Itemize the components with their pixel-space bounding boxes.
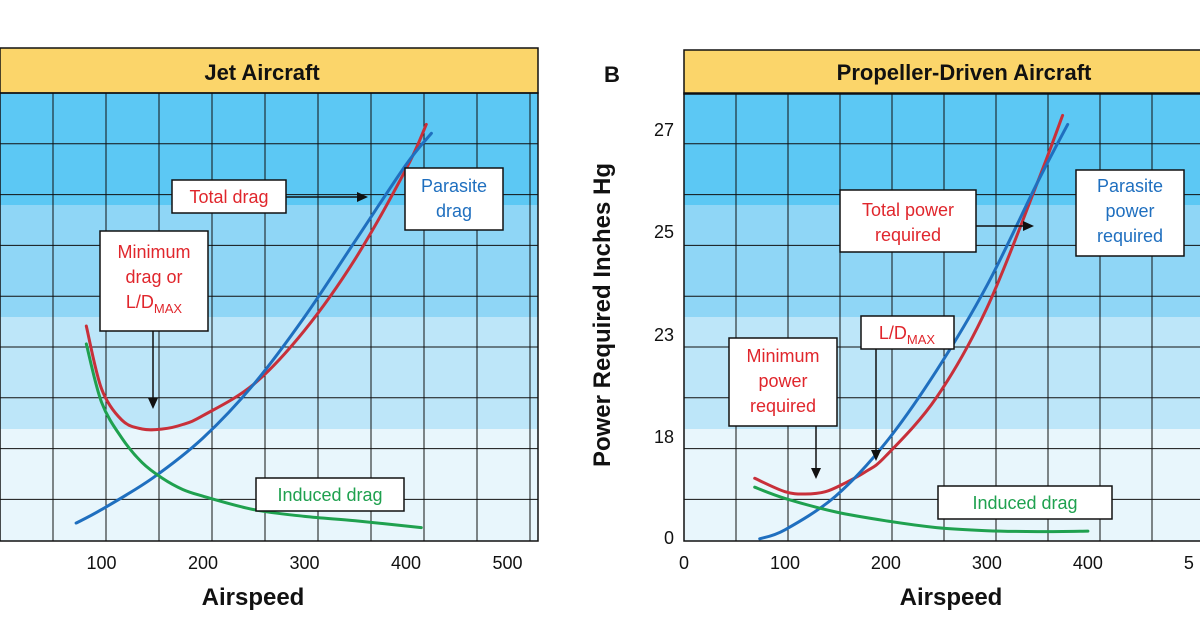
series-line-induced — [84, 342, 423, 530]
panel-label-b: B — [604, 62, 620, 87]
propeller-y-axis-label: Power Required Inches Hg — [589, 163, 616, 467]
jet-aircraft-chart: Jet Aircraft 100 200 300 400 500 Airspeed To… — [0, 47, 539, 611]
background-band — [0, 317, 538, 429]
x-tick-label: 300 — [972, 553, 1002, 573]
series-line-total — [84, 122, 428, 432]
propeller-aircraft-chart: B Propeller-Driven Aircraft 0 100 200 300 40… — [589, 49, 1200, 611]
svg-text:L/DMAX: L/DMAX — [879, 323, 936, 347]
x-tick-label: 5 — [1184, 553, 1194, 573]
x-tick-label: 200 — [871, 553, 901, 573]
jet-x-tick-labels: 100 200 300 400 500 — [86, 553, 522, 573]
propeller-x-axis-label: Airspeed — [900, 584, 1003, 611]
series-line-total — [753, 113, 1065, 496]
y-tick-label: 0 — [664, 528, 674, 548]
x-tick-label: 100 — [86, 553, 116, 573]
series-line-parasite — [74, 131, 433, 525]
x-tick-label: 500 — [493, 553, 523, 573]
jet-induced-drag-label: Induced drag — [255, 477, 405, 512]
propeller-x-tick-labels: 0 100 200 300 400 5 — [679, 553, 1194, 573]
propeller-ld-max-arrow — [871, 349, 881, 461]
jet-parasite-drag-label: Parasite drag — [404, 167, 504, 231]
jet-minimum-drag-arrow — [148, 331, 158, 409]
propeller-chart-title: Propeller-Driven Aircraft — [837, 60, 1092, 85]
propeller-parasite-power-label: Parasite power required — [1075, 169, 1185, 257]
jet-total-drag-arrow — [286, 192, 368, 202]
y-tick-label: 27 — [654, 120, 674, 140]
x-tick-label: 200 — [188, 553, 218, 573]
jet-x-axis-label: Airspeed — [202, 584, 305, 611]
propeller-minimum-power-arrow — [811, 426, 821, 479]
x-tick-label: 400 — [1073, 553, 1103, 573]
jet-curves — [74, 122, 433, 530]
x-tick-label: 300 — [290, 553, 320, 573]
propeller-induced-drag-label: Induced drag — [937, 485, 1113, 520]
propeller-total-power-arrow — [976, 221, 1034, 231]
jet-title-bar — [0, 47, 539, 94]
propeller-y-tick-labels: 0 18 23 25 27 — [654, 120, 674, 548]
jet-total-drag-label: Total drag — [171, 179, 287, 214]
jet-minimum-drag-label: Minimum drag or L/DMAX — [99, 230, 209, 332]
x-tick-label: 0 — [679, 553, 689, 573]
x-tick-label: 100 — [770, 553, 800, 573]
propeller-plot-frame — [683, 92, 1200, 542]
jet-chart-title: Jet Aircraft — [204, 60, 320, 85]
background-band — [684, 429, 1200, 541]
y-tick-label: 23 — [654, 325, 674, 345]
propeller-title-bar — [683, 49, 1200, 95]
propeller-total-power-label: Total power required — [839, 189, 977, 253]
jet-plot-frame — [0, 92, 539, 542]
jet-grid — [0, 93, 538, 541]
jet-background-bands — [0, 93, 538, 541]
series-line-induced — [753, 485, 1090, 534]
svg-text:Induced drag: Induced drag — [277, 485, 382, 505]
y-tick-label: 25 — [654, 222, 674, 242]
propeller-curves — [753, 113, 1090, 541]
svg-text:Induced drag: Induced drag — [972, 493, 1077, 513]
y-tick-label: 18 — [654, 427, 674, 447]
series-line-parasite — [758, 122, 1070, 541]
propeller-minimum-power-label: Minimum power required — [728, 337, 838, 427]
svg-text:Total drag: Total drag — [189, 187, 268, 207]
x-tick-label: 400 — [391, 553, 421, 573]
propeller-ld-max-label: L/DMAX — [860, 315, 955, 350]
